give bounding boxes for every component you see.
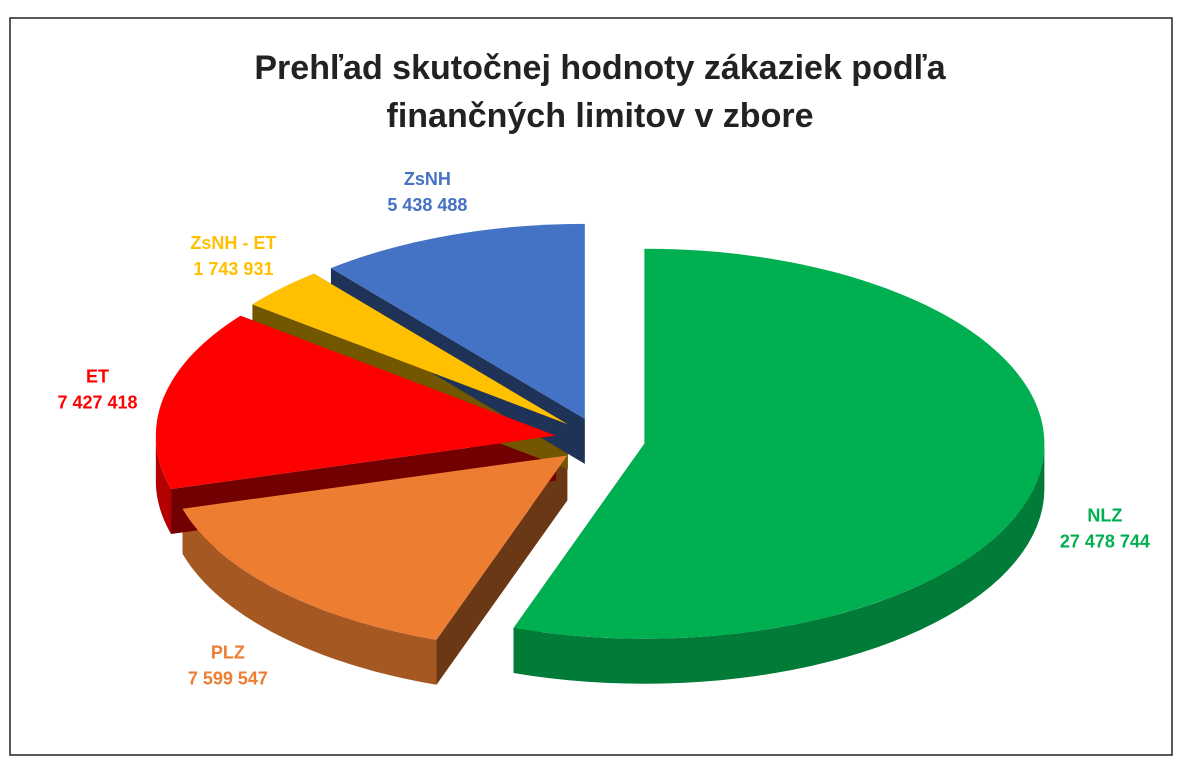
slice: [252, 273, 568, 425]
slice-label: NLZ: [1087, 505, 1122, 525]
slice-side: [182, 508, 437, 685]
slice-value: 27 478 744: [1060, 531, 1150, 551]
slice: [330, 223, 585, 419]
slice-tops: [155, 223, 1045, 640]
slice-value: 5 438 488: [387, 195, 467, 215]
slice: [155, 315, 556, 489]
slice-side: [513, 443, 1045, 684]
slice-label: ET: [86, 366, 109, 386]
chart-title: finančných limitov v zbore: [387, 97, 814, 135]
slice-label: ZsNH: [404, 169, 451, 189]
slice: [513, 248, 1045, 639]
slice: [182, 455, 568, 640]
slice-value: 7 599 547: [188, 669, 268, 689]
slice-label: PLZ: [211, 643, 245, 663]
chart-title: Prehľad skutočnej hodnoty zákaziek podľa: [254, 49, 946, 87]
slice-value: 7 427 418: [57, 392, 137, 412]
slice-value: 1 743 931: [193, 259, 273, 279]
slice-wall: [436, 455, 568, 685]
slice-side: [155, 435, 172, 534]
slice-label: ZsNH - ET: [190, 233, 276, 253]
labels: NLZ 27 478 744 PLZ 7 599 547 ET 7 427 418 ZsNH…: [57, 169, 1149, 689]
